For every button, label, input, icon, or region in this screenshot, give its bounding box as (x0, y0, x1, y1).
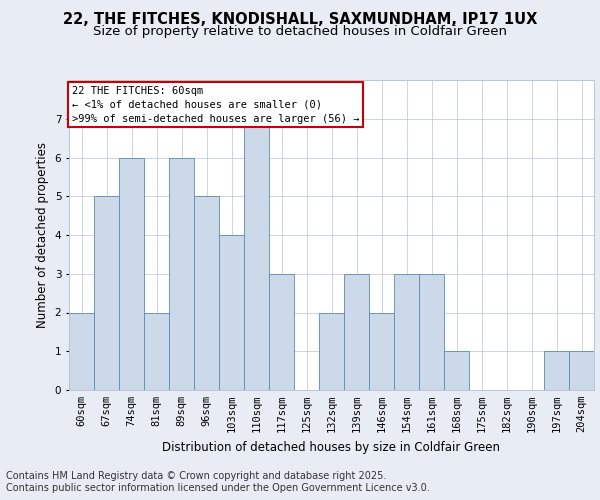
Text: 22 THE FITCHES: 60sqm
← <1% of detached houses are smaller (0)
>99% of semi-deta: 22 THE FITCHES: 60sqm ← <1% of detached … (71, 86, 359, 124)
Text: Size of property relative to detached houses in Coldfair Green: Size of property relative to detached ho… (93, 25, 507, 38)
Y-axis label: Number of detached properties: Number of detached properties (36, 142, 49, 328)
Bar (544, 351, 569, 390)
Bar (94, 196, 119, 390)
Bar (244, 118, 269, 390)
Bar (569, 351, 594, 390)
Bar (444, 351, 469, 390)
Bar (419, 274, 444, 390)
Text: Contains HM Land Registry data © Crown copyright and database right 2025.: Contains HM Land Registry data © Crown c… (6, 471, 386, 481)
Bar (119, 158, 144, 390)
Bar (194, 196, 219, 390)
X-axis label: Distribution of detached houses by size in Coldfair Green: Distribution of detached houses by size … (163, 440, 500, 454)
Bar (369, 312, 394, 390)
Bar (394, 274, 419, 390)
Bar (219, 235, 244, 390)
Text: Contains public sector information licensed under the Open Government Licence v3: Contains public sector information licen… (6, 483, 430, 493)
Bar (319, 312, 344, 390)
Text: 22, THE FITCHES, KNODISHALL, SAXMUNDHAM, IP17 1UX: 22, THE FITCHES, KNODISHALL, SAXMUNDHAM,… (63, 12, 537, 28)
Bar (344, 274, 369, 390)
Bar (69, 312, 94, 390)
Bar (269, 274, 294, 390)
Bar (169, 158, 194, 390)
Bar (144, 312, 169, 390)
